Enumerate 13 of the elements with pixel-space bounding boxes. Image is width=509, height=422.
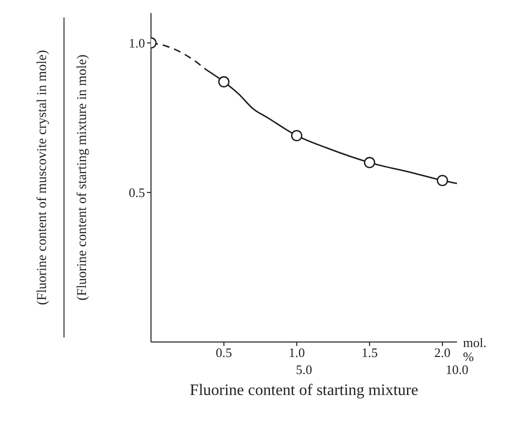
x-tick-label: 0.5 <box>216 345 232 360</box>
x2-tick-label: 10.0 <box>446 362 468 377</box>
x-tick-label: 1.0 <box>288 345 305 360</box>
point <box>218 76 230 88</box>
text: (Fluorine content of muscovite crystal in mole) (Fluorine content of starting mixture in mole) <box>34 50 89 305</box>
point <box>436 174 448 186</box>
x-tick-label: 2.0 <box>434 345 451 360</box>
x-tick-label: 1.5 <box>361 345 378 360</box>
text: mol. % <box>463 335 488 364</box>
point <box>364 156 376 168</box>
x-axis-title: Fluorine content of starting mixture <box>188 382 420 400</box>
x2-tick-label: 5.0 <box>296 362 312 377</box>
point <box>291 130 302 142</box>
